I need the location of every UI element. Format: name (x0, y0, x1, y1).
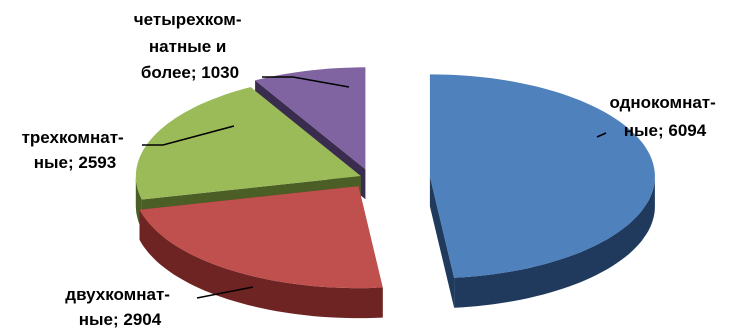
data-label-three-room: трехкомнат- ные; 2593 (22, 128, 129, 172)
slice-one-room-wall-1 (429, 176, 455, 308)
slice-three-room-top (135, 87, 361, 200)
data-label-one-room: однокомнат- ные; 6094 (609, 93, 720, 140)
leader-line-two-room (196, 286, 254, 299)
slice-two-room-top (139, 186, 383, 289)
slice-one-room-top (429, 74, 655, 278)
slice-one-room (429, 74, 655, 308)
slice-four-room-top (255, 67, 366, 170)
leader-line-four-room (262, 76, 350, 88)
slice-two-room-rim (139, 209, 383, 319)
leader-line-one-room (596, 132, 607, 138)
data-label-two-room: двухкомнат- ные; 2904 (65, 285, 174, 329)
slice-two-room (139, 186, 383, 319)
leader-line-three-room (142, 125, 235, 146)
slices-layer (135, 67, 655, 319)
data-label-four-room: четырехком- натные и более; 1030 (134, 10, 246, 82)
slice-one-room-rim (454, 176, 655, 308)
